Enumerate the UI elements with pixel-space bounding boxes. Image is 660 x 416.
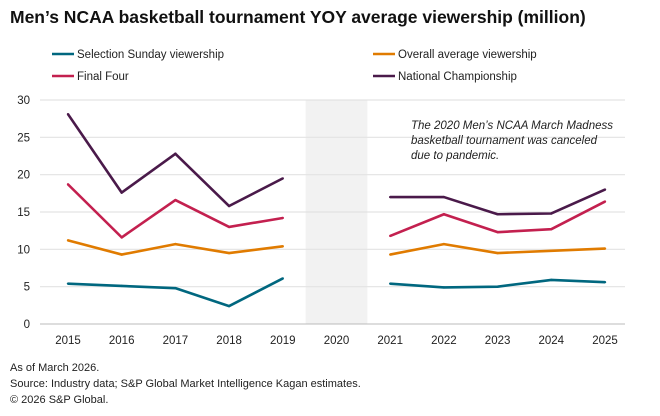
data-point (281, 177, 284, 180)
x-tick-label: 2018 (216, 335, 242, 347)
legend-label: Final Four (77, 71, 129, 83)
data-point (550, 249, 553, 253)
x-tick-label: 2025 (592, 335, 618, 347)
y-tick-label: 0 (24, 319, 30, 331)
x-tick-label: 2024 (539, 335, 565, 347)
data-point (120, 191, 123, 194)
data-point (174, 286, 177, 290)
data-point (66, 239, 70, 242)
data-point (442, 195, 446, 199)
data-point (603, 247, 607, 250)
data-point (389, 282, 392, 285)
data-point (227, 304, 231, 308)
x-tick-label: 2016 (109, 335, 135, 347)
data-point (496, 213, 499, 216)
y-tick-label: 5 (24, 282, 30, 294)
annotation-text: The 2020 Men’s NCAA March Madness basketb… (411, 120, 613, 162)
data-point (603, 280, 607, 284)
y-tick-label: 25 (17, 132, 30, 144)
y-tick-label: 15 (17, 207, 30, 219)
data-point (389, 234, 392, 238)
data-point (281, 245, 284, 248)
legend-label: Overall average viewership (398, 49, 537, 61)
data-point (550, 278, 553, 282)
data-point (66, 282, 70, 285)
footer-copyright: © 2026 S&P Global. (10, 394, 109, 406)
data-point (66, 112, 70, 116)
data-point (550, 227, 553, 231)
data-point (227, 251, 231, 255)
legend-label: National Championship (398, 71, 517, 83)
y-tick-label: 20 (17, 170, 30, 182)
chart-title: Men’s NCAA basketball tournament YOY ave… (10, 7, 586, 27)
footer-source: Source: Industry data; S&P Global Market… (10, 378, 361, 390)
data-point (227, 225, 231, 229)
x-tick-label: 2019 (270, 335, 296, 347)
x-tick-label: 2017 (163, 335, 189, 347)
data-point (174, 152, 177, 155)
data-point (496, 230, 499, 234)
x-tick-label: 2015 (55, 335, 81, 347)
data-point (389, 253, 392, 256)
data-point (442, 286, 446, 289)
data-point (442, 242, 446, 246)
x-tick-label: 2020 (324, 335, 350, 347)
data-point (281, 216, 284, 220)
data-point (174, 198, 177, 202)
data-point (281, 277, 284, 280)
data-point (550, 212, 553, 215)
data-point (603, 188, 607, 191)
footer-note: As of March 2026. (10, 362, 100, 374)
y-tick-label: 10 (17, 244, 30, 256)
y-tick-label: 30 (17, 95, 30, 107)
data-point (227, 204, 231, 208)
x-tick-label: 2022 (431, 335, 457, 347)
data-point (496, 251, 499, 255)
data-point (120, 253, 123, 256)
legend-label: Selection Sunday viewership (77, 49, 224, 61)
data-point (442, 213, 446, 216)
data-point (174, 242, 177, 246)
data-point (389, 195, 392, 199)
data-point (120, 284, 123, 288)
x-tick-label: 2021 (377, 335, 403, 347)
data-point (496, 285, 499, 288)
data-point (66, 183, 70, 186)
data-point (603, 200, 607, 203)
data-point (120, 236, 123, 239)
x-tick-label: 2023 (485, 335, 511, 347)
